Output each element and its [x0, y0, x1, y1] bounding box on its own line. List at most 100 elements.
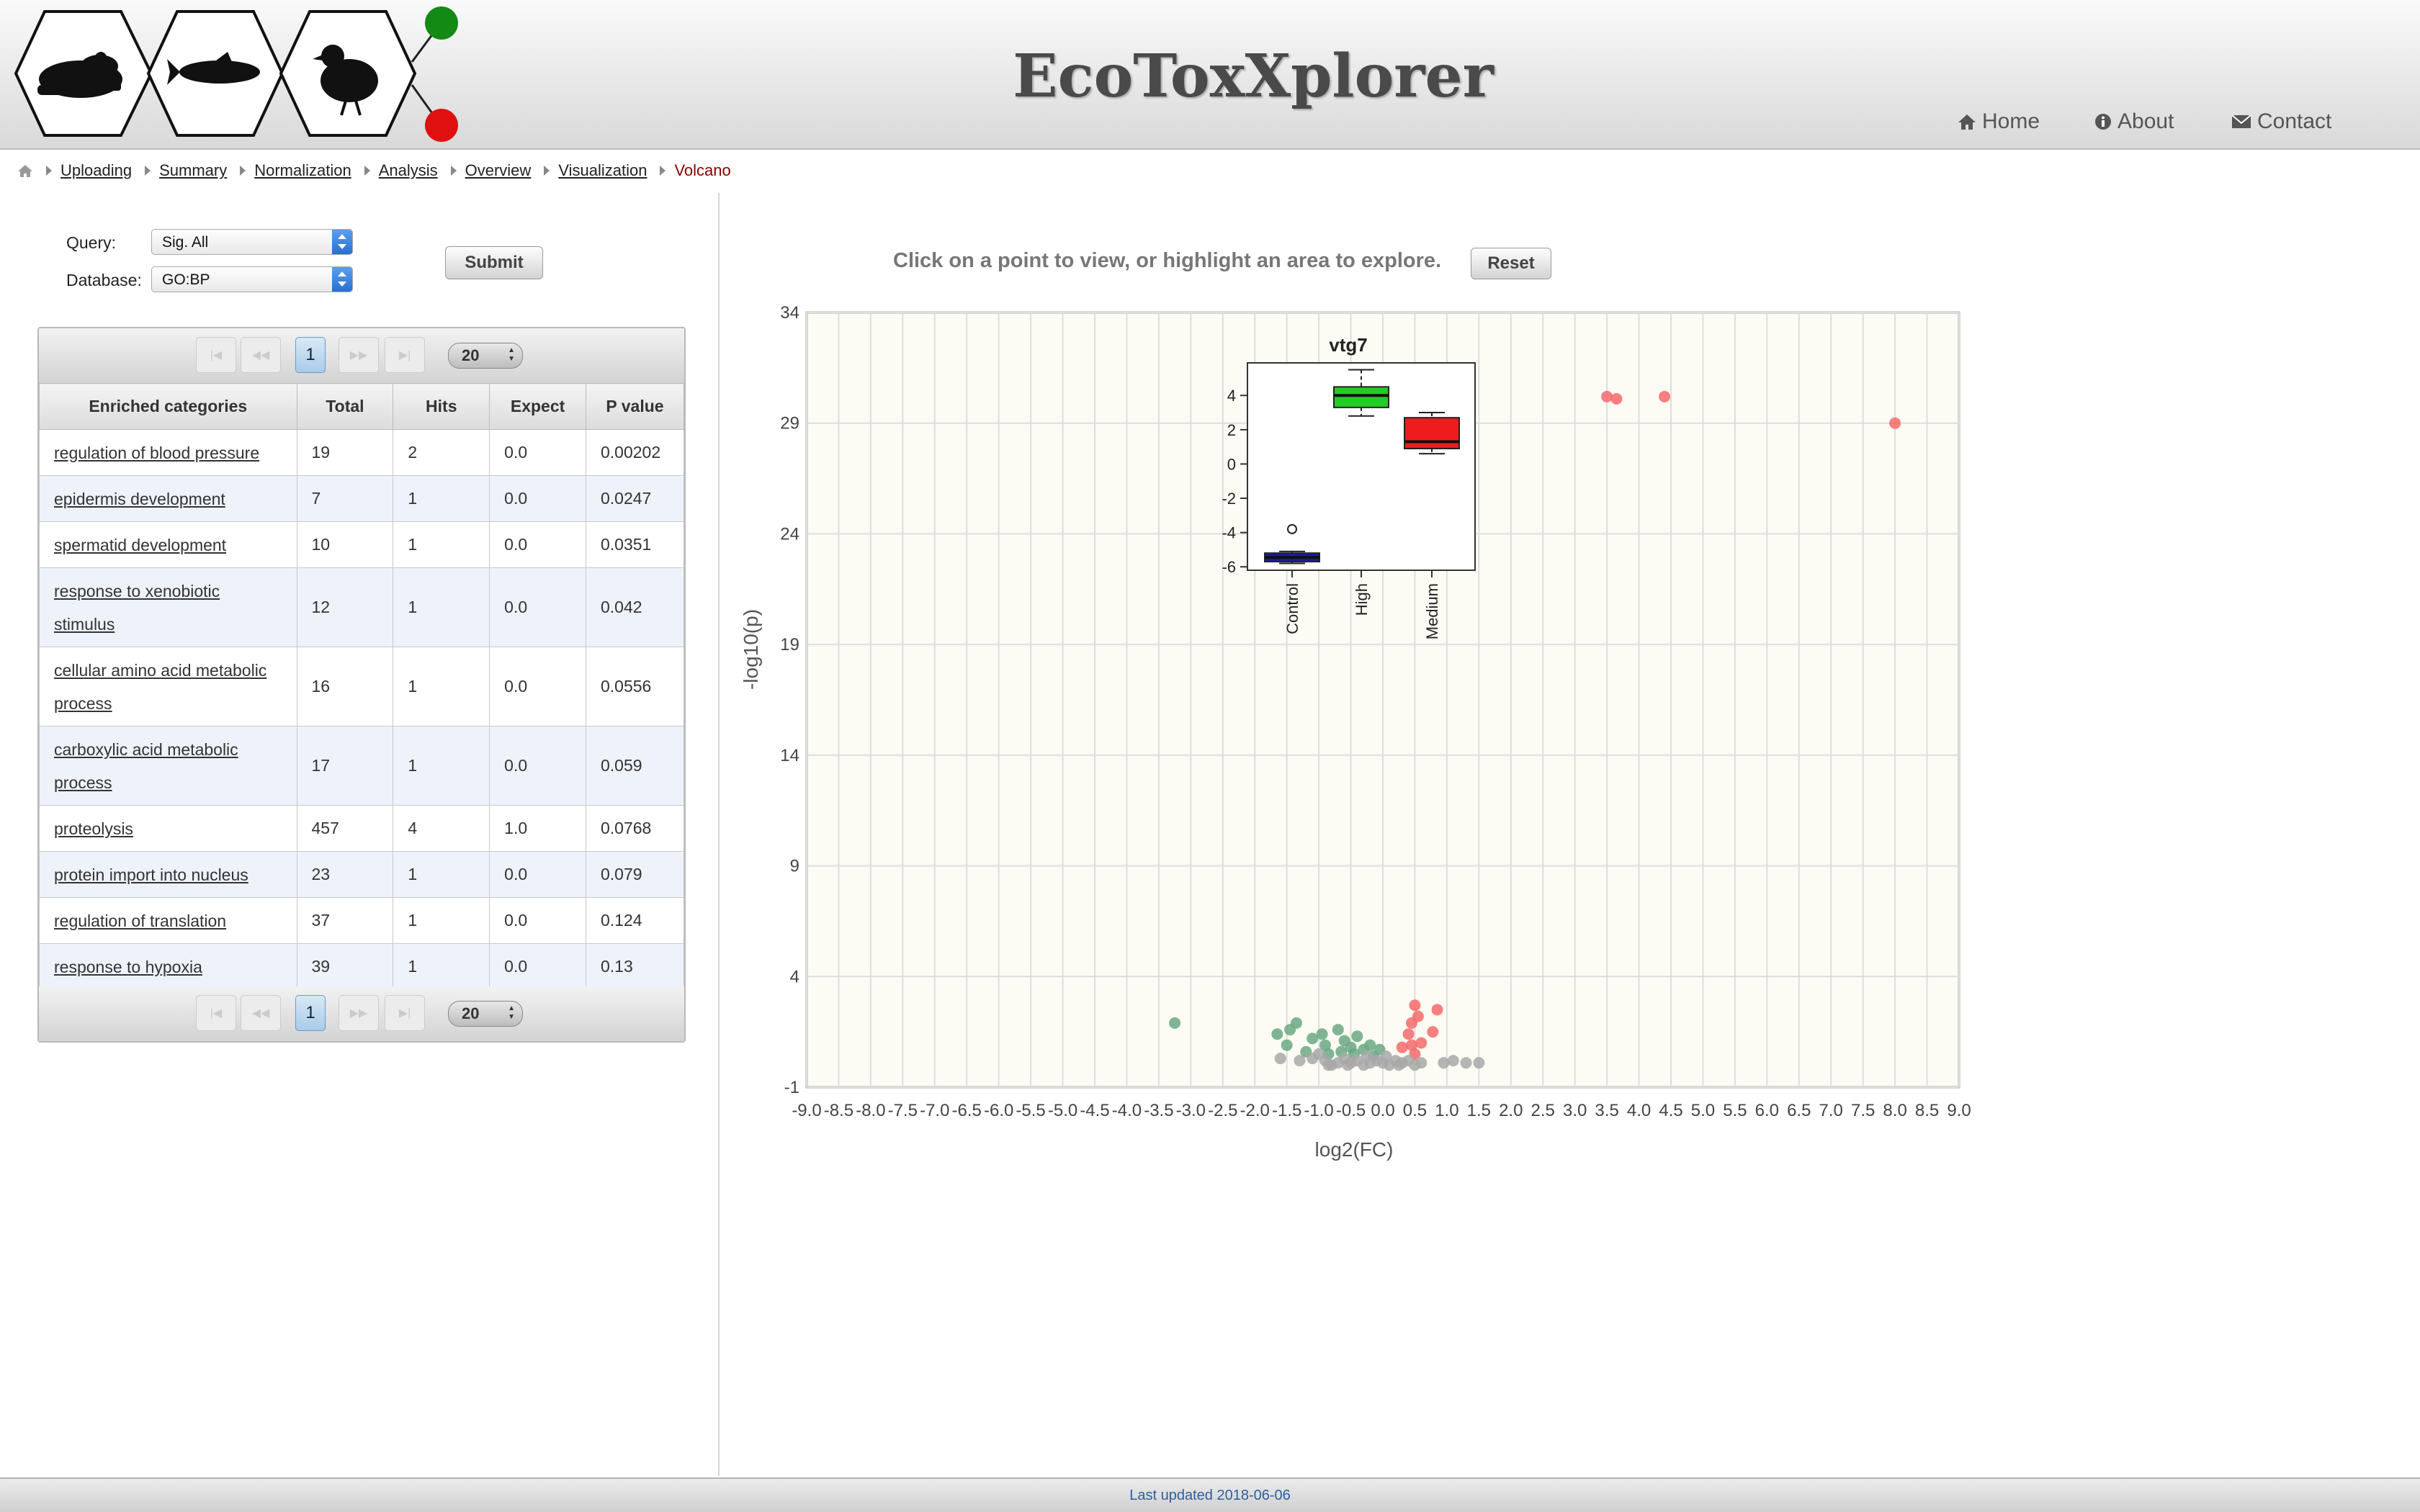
data-point[interactable]: [1364, 1039, 1376, 1051]
x-tick-label: -6.0: [984, 1101, 1013, 1120]
data-point[interactable]: [1659, 390, 1671, 402]
column-header-category[interactable]: Enriched categories: [39, 383, 297, 430]
data-point[interactable]: [1431, 1004, 1443, 1016]
data-points[interactable]: [1169, 390, 1901, 1071]
data-point[interactable]: [1406, 1039, 1417, 1051]
last-page-button[interactable]: ▶|: [385, 337, 425, 373]
first-page-button[interactable]: |◀: [196, 995, 236, 1031]
last-page-button[interactable]: ▶|: [385, 995, 425, 1031]
category-link[interactable]: regulation of blood pressure: [39, 429, 297, 476]
table-row: regulation of blood pressure 19 2 0.0 0.…: [39, 429, 684, 476]
data-point[interactable]: [1460, 1057, 1472, 1069]
cell-total: 37: [296, 897, 394, 944]
x-tick-label: 0.5: [1403, 1101, 1427, 1120]
current-page[interactable]: 1: [295, 995, 326, 1031]
category-link[interactable]: spermatid development: [39, 521, 297, 568]
submit-button[interactable]: Submit: [445, 246, 543, 279]
breadcrumb-overview[interactable]: Overview: [465, 161, 532, 179]
cell-pvalue: 0.0768: [586, 805, 684, 852]
nav-home[interactable]: Home: [1958, 109, 2040, 134]
query-select[interactable]: Sig. All: [151, 229, 353, 255]
x-tick-label: -3.0: [1176, 1101, 1206, 1120]
next-page-button[interactable]: ▶▶: [339, 995, 379, 1031]
breadcrumb-analysis[interactable]: Analysis: [378, 161, 438, 179]
data-point[interactable]: [1294, 1055, 1306, 1067]
data-point[interactable]: [1332, 1024, 1344, 1036]
category-link[interactable]: regulation of translation: [39, 897, 297, 944]
cell-expect: 0.0: [489, 647, 586, 726]
data-point[interactable]: [1169, 1017, 1181, 1029]
data-point[interactable]: [1447, 1055, 1459, 1067]
pager-top: |◀ ◀◀ 1 ▶▶ ▶| 20: [39, 328, 684, 383]
category-link[interactable]: protein import into nucleus: [39, 851, 297, 898]
category-link[interactable]: epidermis development: [39, 475, 297, 522]
data-point[interactable]: [1406, 1017, 1417, 1029]
category-link[interactable]: cellular amino acid metabolic process: [39, 647, 297, 726]
data-point[interactable]: [1601, 390, 1613, 402]
data-point[interactable]: [1415, 1037, 1428, 1049]
first-page-button[interactable]: |◀: [196, 337, 236, 373]
data-point[interactable]: [1281, 1039, 1293, 1051]
table-row: regulation of translation 37 1 0.0 0.124: [39, 897, 684, 944]
breadcrumb-summary[interactable]: Summary: [159, 161, 228, 179]
data-point[interactable]: [1610, 392, 1623, 405]
data-point[interactable]: [1307, 1032, 1319, 1045]
category-link[interactable]: response to hypoxia: [39, 943, 297, 990]
data-point[interactable]: [1316, 1028, 1328, 1040]
nav-contact[interactable]: Contact: [2231, 109, 2331, 134]
data-point[interactable]: [1291, 1017, 1302, 1029]
data-point[interactable]: [1402, 1028, 1415, 1040]
category-link[interactable]: proteolysis: [39, 805, 297, 852]
nav-about[interactable]: About: [2094, 109, 2174, 134]
prev-page-button[interactable]: ◀◀: [241, 337, 281, 373]
page-size-select[interactable]: 20: [448, 343, 523, 369]
data-point[interactable]: [1396, 1041, 1408, 1053]
x-tick-label: 6.5: [1787, 1101, 1811, 1120]
column-header-total[interactable]: Total: [296, 383, 394, 430]
column-header-expect[interactable]: Expect: [489, 383, 586, 430]
cell-expect: 0.0: [489, 521, 586, 568]
data-point[interactable]: [1393, 1059, 1405, 1071]
cell-total: 16: [296, 647, 394, 726]
x-tick-label: 1.5: [1467, 1101, 1491, 1120]
data-point[interactable]: [1322, 1059, 1335, 1071]
breadcrumb-separator: [660, 166, 666, 176]
data-point[interactable]: [1380, 1050, 1392, 1062]
cell-total: 7: [296, 475, 394, 522]
table-row: response to xenobiotic stimulus 12 1 0.0…: [39, 567, 684, 647]
category-link[interactable]: carboxylic acid metabolic process: [39, 726, 297, 806]
current-page[interactable]: 1: [295, 337, 326, 373]
home-icon[interactable]: [17, 163, 33, 178]
breadcrumb-normalization[interactable]: Normalization: [254, 161, 351, 179]
data-point[interactable]: [1274, 1053, 1286, 1065]
data-point[interactable]: [1438, 1057, 1450, 1069]
breadcrumb-visualization[interactable]: Visualization: [558, 161, 647, 179]
y-tick-label: 24: [780, 524, 799, 544]
reset-button[interactable]: Reset: [1471, 248, 1551, 279]
data-point[interactable]: [1473, 1057, 1485, 1069]
data-point[interactable]: [1342, 1059, 1354, 1071]
category-link[interactable]: response to xenobiotic stimulus: [39, 567, 297, 647]
data-point[interactable]: [1313, 1048, 1325, 1060]
column-header-hits[interactable]: Hits: [393, 383, 490, 430]
next-page-button[interactable]: ▶▶: [339, 337, 379, 373]
data-point[interactable]: [1319, 1039, 1331, 1051]
column-header-pvalue[interactable]: P value: [586, 383, 684, 430]
breadcrumb: Uploading Summary Normalization Analysis…: [17, 160, 731, 181]
fish-icon: [167, 52, 260, 85]
data-point[interactable]: [1361, 1050, 1373, 1062]
prev-page-button[interactable]: ◀◀: [241, 995, 281, 1031]
page-size-select[interactable]: 20: [448, 1001, 523, 1027]
database-select[interactable]: GO:BP: [151, 266, 353, 292]
breadcrumb-uploading[interactable]: Uploading: [60, 161, 133, 179]
data-point[interactable]: [1409, 999, 1421, 1012]
data-point[interactable]: [1271, 1028, 1283, 1040]
table-row: protein import into nucleus 23 1 0.0 0.0…: [39, 851, 684, 898]
data-point[interactable]: [1351, 1030, 1363, 1043]
volcano-plot[interactable]: -9.0 -8.5 -8.0 -7.5 -7.0 -6.5 -6.0 -5.5 -5.0 -4.5…: [735, 288, 1973, 1181]
cell-hits: 1: [393, 475, 490, 522]
data-point[interactable]: [1427, 1026, 1439, 1038]
data-point[interactable]: [1889, 417, 1901, 429]
table-row: response to hypoxia 39 1 0.0 0.13: [39, 943, 684, 990]
data-point[interactable]: [1415, 1057, 1428, 1069]
